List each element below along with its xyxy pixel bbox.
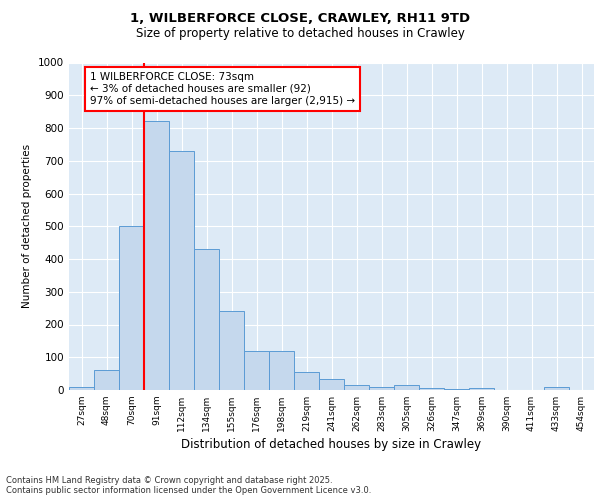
Bar — [319, 378, 344, 390]
Bar — [69, 388, 94, 390]
Text: 1 WILBERFORCE CLOSE: 73sqm
← 3% of detached houses are smaller (92)
97% of semi-: 1 WILBERFORCE CLOSE: 73sqm ← 3% of detac… — [90, 72, 355, 106]
Bar — [544, 388, 569, 390]
Text: Contains HM Land Registry data © Crown copyright and database right 2025.
Contai: Contains HM Land Registry data © Crown c… — [6, 476, 371, 495]
Text: Size of property relative to detached houses in Crawley: Size of property relative to detached ho… — [136, 28, 464, 40]
Text: 1, WILBERFORCE CLOSE, CRAWLEY, RH11 9TD: 1, WILBERFORCE CLOSE, CRAWLEY, RH11 9TD — [130, 12, 470, 26]
Bar — [344, 385, 369, 390]
Bar — [244, 350, 269, 390]
Bar — [269, 350, 294, 390]
Bar — [194, 249, 219, 390]
X-axis label: Distribution of detached houses by size in Crawley: Distribution of detached houses by size … — [181, 438, 482, 451]
Bar — [419, 388, 444, 390]
Bar — [119, 226, 144, 390]
Bar — [394, 385, 419, 390]
Bar — [144, 122, 169, 390]
Bar — [444, 389, 469, 390]
Bar — [169, 151, 194, 390]
Bar — [469, 388, 494, 390]
Y-axis label: Number of detached properties: Number of detached properties — [22, 144, 32, 308]
Bar — [219, 312, 244, 390]
Bar — [369, 386, 394, 390]
Bar — [294, 372, 319, 390]
Bar — [94, 370, 119, 390]
